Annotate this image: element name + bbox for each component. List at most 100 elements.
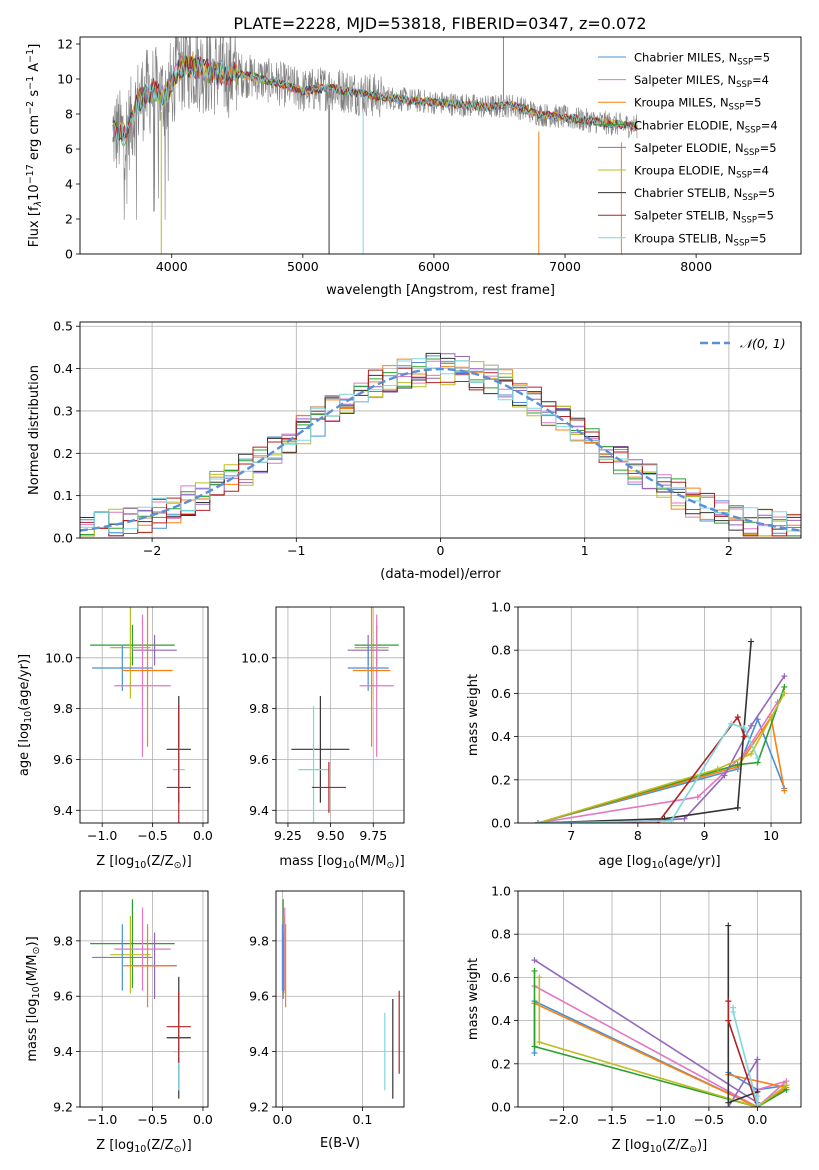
x-tick-label: −1.0 (87, 828, 117, 843)
legend: Chabrier MILES, NSSP=5 Salpeter MILES, NS… (598, 51, 778, 248)
axes-frame (275, 606, 405, 824)
axes-frame (517, 606, 802, 824)
axes-weight_vs_Z: −2.0 −1.5 −1.0 −0.5 0.0 0.0 0.2 0.4 0.6 0.8 1.0 mas… (466, 884, 802, 1155)
x-axis-label: mass [log10(M/M⊙)] (279, 854, 404, 871)
x-tick-label: 9.50 (317, 828, 345, 843)
weight-point (531, 957, 538, 964)
legend-entry: Salpeter STELIB, NSSP=5 (634, 209, 774, 226)
y-tick-label: 0.5 (53, 319, 73, 334)
errorbar-c_miles (92, 924, 153, 991)
weight-point (725, 1099, 732, 1106)
histogram-s_elodie (80, 353, 801, 537)
y-tick-label: 9.4 (53, 803, 73, 818)
x-tick-label: 7 (567, 828, 575, 843)
y-axis-label: Normed distribution (27, 365, 42, 495)
weight-series-s_miles (534, 699, 781, 823)
errorbar-c_miles (347, 645, 389, 691)
weight-point (721, 772, 728, 779)
x-tick-label: −2 (143, 543, 161, 558)
errorbar-k_miles (122, 924, 173, 1008)
x-tick-label: −0.5 (137, 1112, 167, 1127)
weight-line (537, 686, 786, 823)
plot-area-residuals (80, 352, 801, 537)
x-tick-label: 0 (437, 543, 445, 558)
x-tick-label: −1.0 (645, 1112, 675, 1127)
y-tick-label: 0.8 (491, 643, 511, 658)
legend-entry: Chabrier ELODIE, NSSP=4 (634, 118, 778, 135)
legend-entry: Kroupa ELODIE, NSSP=4 (634, 164, 769, 181)
axes-frame (275, 890, 405, 1108)
errorbar-s_miles (114, 614, 171, 757)
weight-point (694, 794, 701, 801)
y-tick-label: 9.6 (53, 752, 73, 767)
errorbar-c_stelib (291, 695, 350, 803)
normal-curve (80, 367, 801, 532)
legend-entry: 𝒩(0, 1) (740, 336, 786, 351)
y-tick-label: 0.2 (491, 1056, 511, 1071)
x-axis-label: wavelength [Angstrom, rest frame] (326, 283, 555, 298)
y-tick-label: 9.8 (249, 933, 269, 948)
y-tick-label: 12 (57, 37, 73, 52)
observed-spectrum (112, 37, 638, 220)
y-tick-label: 9.4 (249, 1044, 269, 1059)
axes-frame (79, 36, 802, 255)
weight-line (537, 693, 786, 823)
legend-entry: Salpeter ELODIE, NSSP=5 (634, 141, 777, 158)
axes-age_vs_Z: −1.0 −0.5 0.0 9.4 9.6 9.8 10.0 Z [log10(Z/Z⊙)] a… (17, 606, 213, 871)
axes-mass_vs_Z: −1.0 −0.5 0.0 9.2 9.4 9.6 9.8 Z [log10(Z/Z⊙)] ma… (25, 890, 213, 1155)
x-axis-label: Z [log10(Z/Z⊙)] (96, 1138, 191, 1155)
y-tick-label: 9.6 (249, 752, 269, 767)
axes-residuals: −2 −1 0 1 2 0.0 0.1 0.2 0.3 0.4 0.5 𝒩(0, 1) (data-mo… (27, 319, 802, 582)
weight-point (781, 690, 788, 697)
weight-point (781, 673, 788, 680)
y-tick-label: 0.4 (491, 1013, 511, 1028)
weight-point (783, 1082, 790, 1089)
errorbar-s_stelib (166, 706, 191, 823)
y-tick-label: 0 (65, 247, 73, 262)
weight-series-c_miles (534, 716, 788, 823)
weight-point (734, 761, 741, 768)
x-tick-label: 5000 (287, 259, 319, 274)
frame-weight_vs_age: 7 8 9 10 0.0 0.2 0.4 0.6 0.8 1.0 (491, 600, 802, 843)
y-tick-label: 0.6 (491, 686, 511, 701)
x-tick-label: 9.25 (274, 828, 302, 843)
x-axis-label: Z [log10(Z/Z⊙)] (612, 1138, 707, 1155)
weight-point (754, 755, 761, 762)
weight-line (538, 977, 787, 1107)
weight-line (533, 970, 787, 1107)
figure-title: PLATE=2228, MJD=53818, FIBERID=0347, z=0… (233, 14, 646, 33)
histogram-c_stelib (80, 352, 801, 531)
weight-point (748, 750, 755, 757)
x-tick-label: 6000 (418, 259, 450, 274)
y-tick-label: 1.0 (491, 884, 511, 899)
y-axis-label: mass weight (466, 674, 481, 756)
weight-point (725, 1017, 732, 1024)
errorbar-k_miles (122, 607, 173, 747)
weight-point (734, 714, 741, 721)
weight-point (781, 787, 788, 794)
y-tick-label: 9.6 (53, 989, 73, 1004)
x-tick-label: 0.0 (193, 1112, 213, 1127)
axes-frame (79, 890, 209, 1108)
model-spectrum-k_stelib (112, 57, 638, 147)
histogram-s_stelib (80, 367, 801, 537)
y-tick-label: 0.2 (53, 446, 73, 461)
frame-residuals: −2 −1 0 1 2 0.0 0.1 0.2 0.3 0.4 0.5 (53, 319, 802, 558)
legend-entry: Kroupa STELIB, NSSP=5 (634, 231, 766, 248)
x-tick-label: 8 (634, 828, 642, 843)
plots-container: 4000 5000 6000 7000 8000024681012wavelength … (17, 36, 802, 1155)
plot-area-mass_vs_Z (90, 899, 191, 1099)
y-tick-label: 9.4 (249, 803, 269, 818)
x-tick-label: −0.5 (137, 828, 167, 843)
y-tick-label: 1.0 (491, 600, 511, 615)
errorbar-k_stelib (298, 706, 329, 823)
y-tick-label: 0.1 (53, 488, 73, 503)
weight-point (714, 766, 721, 772)
weight-line (534, 959, 759, 1107)
weight-point (531, 1050, 538, 1056)
axes-frame (79, 606, 209, 824)
y-tick-label: 10 (57, 72, 73, 87)
weight-line (537, 715, 786, 823)
y-tick-label: 0.4 (53, 361, 73, 376)
weight-point (536, 974, 543, 981)
